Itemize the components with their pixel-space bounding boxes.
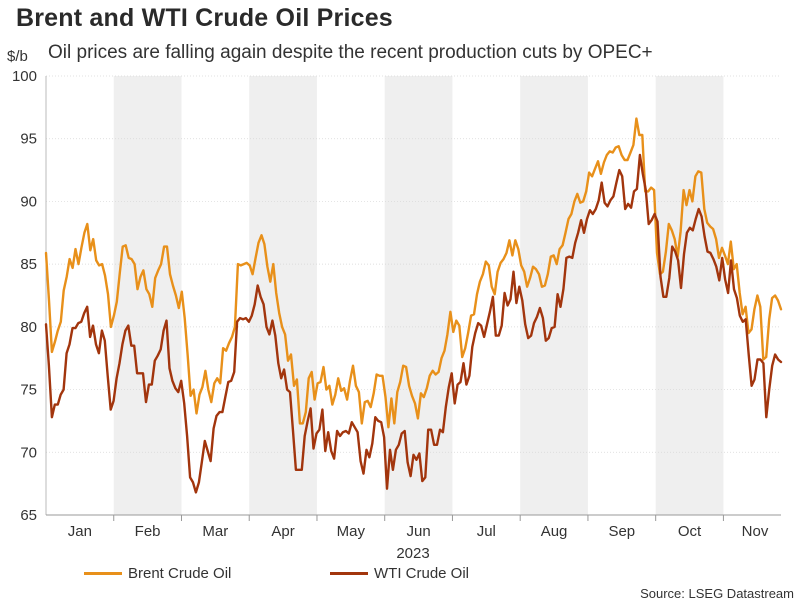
- x-tick-label-apr: Apr: [271, 523, 294, 540]
- legend-swatch-brent: [84, 572, 122, 575]
- legend-item-brent: Brent Crude Oil: [84, 565, 231, 582]
- month-band-jun: [384, 76, 453, 515]
- chart-title: Brent and WTI Crude Oil Prices: [16, 4, 393, 32]
- x-tick-label-nov: Nov: [742, 523, 769, 540]
- series-line-wti: [44, 153, 783, 494]
- chart-subtitle: Oil prices are falling again despite the…: [48, 42, 653, 63]
- x-tick-label-sep: Sep: [608, 523, 635, 540]
- series-lines: [44, 117, 783, 494]
- x-tick-label-jun: Jun: [406, 523, 430, 540]
- source-note: Source: LSEG Datastream: [640, 586, 794, 601]
- month-band-aug: [520, 76, 588, 515]
- x-tick-label-jul: Jul: [477, 523, 496, 540]
- legend-swatch-wti: [330, 572, 368, 575]
- legend-item-wti: WTI Crude Oil: [330, 565, 469, 582]
- x-tick-label-feb: Feb: [135, 523, 161, 540]
- x-tick-label-aug: Aug: [541, 523, 568, 540]
- y-tick-label: 80: [20, 319, 37, 336]
- y-tick-label: 65: [20, 507, 37, 524]
- y-tick-label: 100: [12, 68, 37, 85]
- y-tick-label: 95: [20, 131, 37, 148]
- y-tick-label: 90: [20, 193, 37, 210]
- legend-label-brent: Brent Crude Oil: [128, 565, 232, 582]
- y-tick-label: 70: [20, 444, 37, 461]
- x-tick-label-jan: Jan: [68, 523, 92, 540]
- y-tick-label: 85: [20, 256, 37, 273]
- y-tick-label: 75: [20, 382, 37, 399]
- x-tick-label-may: May: [337, 523, 366, 540]
- y-axis: 65 70 75 80 85 90 95 100: [12, 68, 37, 524]
- month-band-feb: [113, 76, 182, 515]
- x-tick-label-oct: Oct: [678, 523, 702, 540]
- month-shading: [113, 76, 724, 515]
- x-axis: Jan Feb Mar Apr May Jun Jul Aug Sep Oct Nov: [68, 515, 769, 540]
- series-line-brent: [44, 117, 783, 429]
- y-axis-unit-label: $/b: [7, 48, 28, 65]
- x-tick-label-mar: Mar: [202, 523, 228, 540]
- x-axis-year-label: 2023: [396, 545, 429, 562]
- legend-label-wti: WTI Crude Oil: [374, 565, 470, 582]
